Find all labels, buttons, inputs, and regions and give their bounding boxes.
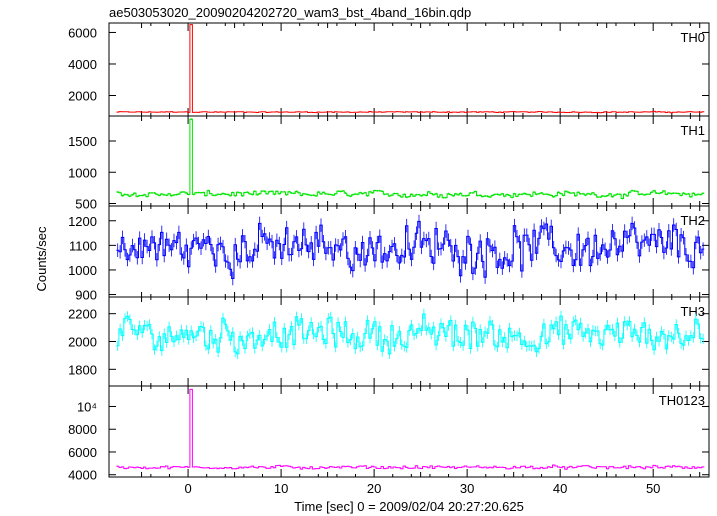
series-errorbars bbox=[117, 388, 704, 470]
y-tick-label: 2200 bbox=[68, 307, 97, 322]
y-tick-label: 2000 bbox=[68, 89, 97, 104]
y-tick-label: 900 bbox=[75, 288, 97, 303]
panel-th0123: 4000 6000 8000 10⁴ TH0123 bbox=[68, 385, 710, 483]
series-line-th1 bbox=[116, 118, 705, 199]
series-errorbars bbox=[117, 24, 704, 113]
x-tick-label: 30 bbox=[460, 481, 474, 496]
series-errorbars bbox=[117, 118, 704, 200]
x-tick-label: 50 bbox=[646, 481, 660, 496]
series-line-th2 bbox=[116, 220, 705, 279]
y-axis-label: Counts/sec bbox=[34, 226, 49, 292]
panel-label: TH1 bbox=[680, 123, 705, 138]
panel-label: TH0 bbox=[680, 30, 705, 45]
panel-label: TH3 bbox=[680, 304, 705, 319]
y-tick-label: 10⁴ bbox=[77, 399, 97, 414]
panel-th2: 900 1000 1100 1200 TH2 bbox=[68, 205, 710, 303]
panel-label: TH0123 bbox=[659, 393, 705, 408]
y-tick-label: 6000 bbox=[68, 25, 97, 40]
chart-title: ae503053020_20090204202720_wam3_bst_4ban… bbox=[109, 5, 471, 20]
y-tick-label: 1200 bbox=[68, 214, 97, 229]
y-tick-label: 1100 bbox=[69, 238, 97, 253]
y-tick-label: 2000 bbox=[68, 335, 97, 350]
x-tick-label: 0 bbox=[184, 481, 191, 496]
y-tick-label: 6000 bbox=[68, 445, 97, 460]
panel-label: TH2 bbox=[680, 213, 705, 228]
series-line-th0 bbox=[116, 24, 705, 114]
panel-th3: 1800 2000 2200 TH3 bbox=[68, 296, 710, 387]
panel-th1: 500 1000 1500 TH1 bbox=[68, 115, 710, 212]
x-tick-label: 20 bbox=[367, 481, 381, 496]
y-tick-label: 4000 bbox=[68, 57, 97, 72]
y-tick-label: 8000 bbox=[68, 422, 97, 437]
series-errorbars bbox=[117, 308, 704, 360]
y-tick-label: 1000 bbox=[68, 165, 97, 180]
x-axis: 0 10 20 30 40 50 bbox=[184, 481, 660, 496]
y-tick-label: 4000 bbox=[68, 468, 97, 483]
y-tick-label: 1500 bbox=[68, 134, 97, 149]
y-tick-label: 1000 bbox=[68, 263, 97, 278]
panel-frame bbox=[108, 385, 710, 478]
panel-th0: 2000 4000 6000 TH0 bbox=[68, 22, 710, 117]
series-line-th0123 bbox=[116, 388, 705, 470]
y-tick-label: 1800 bbox=[68, 362, 97, 377]
x-axis-label: Time [sec] 0 = 2009/02/04 20:27:20.625 bbox=[294, 499, 524, 514]
x-tick-label: 40 bbox=[553, 481, 567, 496]
panel-frame bbox=[108, 22, 710, 117]
x-tick-label: 10 bbox=[274, 481, 288, 496]
y-tick-label: 500 bbox=[75, 197, 97, 212]
panels: 2000 4000 6000 TH0 500 1000 1500 TH1 900 1000 1100… bbox=[68, 22, 710, 483]
series-line-th3 bbox=[116, 313, 705, 355]
